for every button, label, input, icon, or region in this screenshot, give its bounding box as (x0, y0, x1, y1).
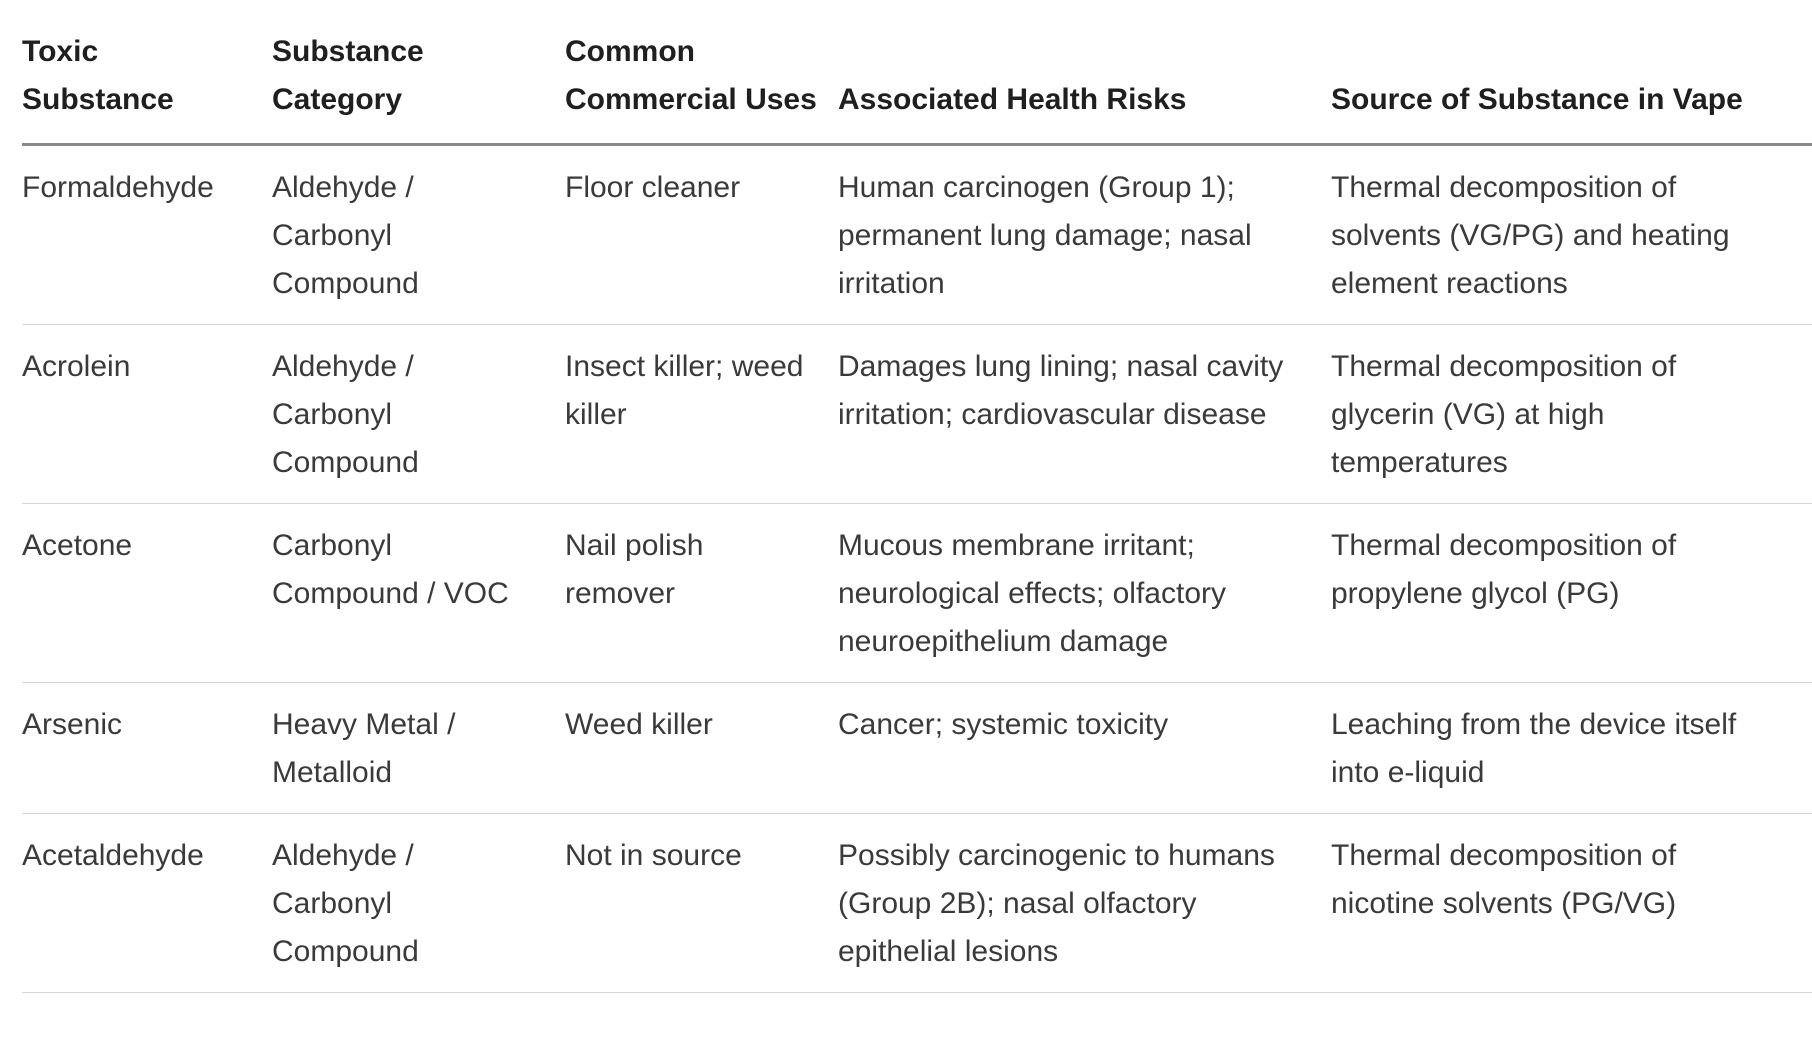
table-cell: Floor cleaner (565, 144, 838, 325)
table-cell: Acrolein (22, 324, 272, 504)
table-cell: Aldehyde / Carbonyl Compound (272, 813, 565, 993)
table-cell: Thermal decomposition of glycerin (VG) a… (1331, 324, 1812, 504)
table-cell: Not in source (565, 813, 838, 993)
column-header: Toxic Substance (22, 0, 272, 146)
table-row: Arsenic Heavy Metal / Metalloid Weed kille… (22, 682, 1812, 814)
table-cell: Mucous membrane irritant; neurological e… (838, 503, 1331, 683)
data-table: Toxic Substance Substance Category Common … (22, 0, 1812, 993)
table-cell: Formaldehyde (22, 144, 272, 325)
table-cell: Thermal decomposition of solvents (VG/PG… (1331, 144, 1812, 325)
table-cell: Insect killer; weed killer (565, 324, 838, 504)
table-cell: Aldehyde / Carbonyl Compound (272, 324, 565, 504)
column-header: Associated Health Risks (838, 0, 1331, 146)
table-cell: Acetaldehyde (22, 813, 272, 993)
table-cell: Acetone (22, 503, 272, 683)
table-row: Acetaldehyde Aldehyde / Carbonyl Compound… (22, 813, 1812, 993)
table-cell: Carbonyl Compound / VOC (272, 503, 565, 683)
table-row: Formaldehyde Aldehyde / Carbonyl Compound… (22, 144, 1812, 325)
table-cell: Aldehyde / Carbonyl Compound (272, 144, 565, 325)
column-header: Common Commercial Uses (565, 0, 838, 146)
table-row: Acrolein Aldehyde / Carbonyl Compound Inse… (22, 324, 1812, 504)
table-cell: Leaching from the device itself into e-l… (1331, 682, 1812, 814)
table-cell: Arsenic (22, 682, 272, 814)
table-cell: Weed killer (565, 682, 838, 814)
column-header: Source of Substance in Vape (1331, 0, 1812, 146)
table-cell: Thermal decomposition of nicotine solven… (1331, 813, 1812, 993)
table-cell: Possibly carcinogenic to humans (Group 2… (838, 813, 1331, 993)
table-cell: Heavy Metal / Metalloid (272, 682, 565, 814)
table-body: Formaldehyde Aldehyde / Carbonyl Compound… (22, 144, 1812, 993)
table-cell: Damages lung lining; nasal cavity irrita… (838, 324, 1331, 504)
header-row: Toxic Substance Substance Category Common … (22, 0, 1812, 146)
table-cell: Thermal decomposition of propylene glyco… (1331, 503, 1812, 683)
column-header: Substance Category (272, 0, 565, 146)
table-cell: Cancer; systemic toxicity (838, 682, 1331, 814)
table-row: Acetone Carbonyl Compound / VOC Nail polis… (22, 503, 1812, 683)
table-cell: Nail polish remover (565, 503, 838, 683)
table-cell: Human carcinogen (Group 1); permanent lu… (838, 144, 1331, 325)
